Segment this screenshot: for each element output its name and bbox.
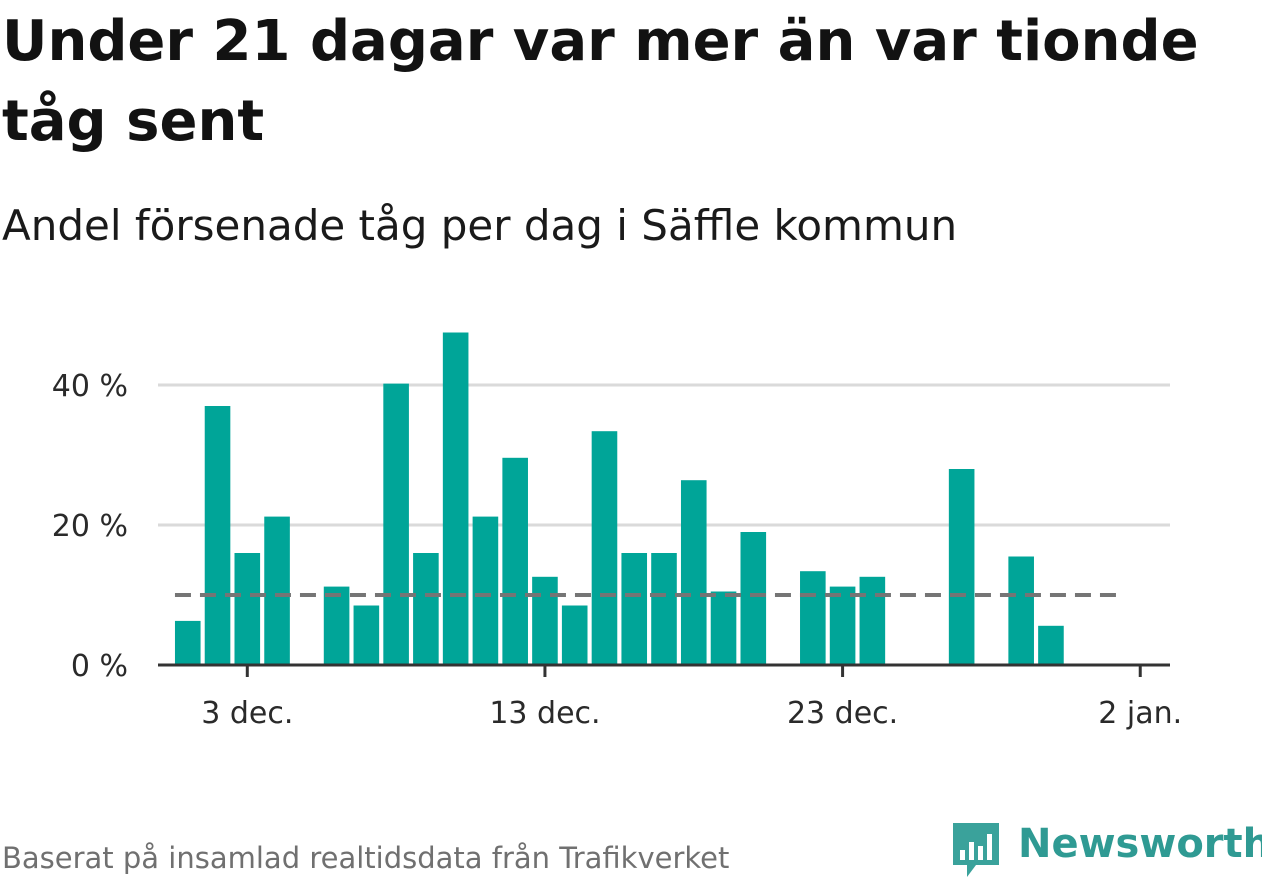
bar <box>442 332 469 665</box>
x-tick-label: 13 dec. <box>489 696 600 731</box>
bar <box>948 469 975 665</box>
bar-chart: 0 % 20 % 40 % 3 dec. 13 dec. 23 dec. 2 jan. <box>52 332 1182 731</box>
bar <box>680 480 707 665</box>
bar <box>353 605 380 665</box>
bar <box>174 620 201 665</box>
x-tick-label: 23 dec. <box>787 696 898 731</box>
bar <box>710 591 737 665</box>
brand-name: Newsworthy <box>1018 821 1262 867</box>
bar <box>651 553 677 665</box>
bar-chart-speech-bubble-icon <box>953 823 999 877</box>
bar <box>383 383 409 665</box>
bar <box>413 553 439 665</box>
bar <box>561 605 588 665</box>
bar <box>859 576 886 665</box>
brand-logo: Newsworthy <box>950 818 1262 878</box>
logo-bubble <box>953 823 999 877</box>
logo-bar <box>969 842 974 860</box>
bar <box>740 532 767 665</box>
x-tick-label: 2 jan. <box>1098 696 1182 731</box>
y-tick-label: 40 % <box>52 369 128 404</box>
y-tick-label: 20 % <box>52 509 128 544</box>
logo-bar <box>960 850 965 860</box>
bar <box>800 571 826 665</box>
y-tick-label: 0 % <box>71 649 128 684</box>
bar <box>621 553 648 665</box>
x-tick-label: 3 dec. <box>201 696 293 731</box>
bar <box>204 406 231 665</box>
bar <box>472 516 499 665</box>
bar <box>591 431 618 665</box>
bar <box>829 586 856 665</box>
chart-title: Under 21 dagar var mer än var tionde tåg… <box>2 9 1199 154</box>
bar <box>1038 625 1064 665</box>
bar <box>264 516 290 665</box>
chart-subtitle: Andel försenade tåg per dag i Säffle kom… <box>2 201 958 250</box>
bar <box>234 553 261 665</box>
bar <box>502 457 528 665</box>
source-note: Baserat på insamlad realtidsdata från Tr… <box>2 841 730 875</box>
bar <box>532 576 558 665</box>
bar <box>323 586 350 665</box>
bar <box>1008 556 1034 665</box>
logo-bar <box>978 846 983 860</box>
logo-bar <box>987 834 992 860</box>
